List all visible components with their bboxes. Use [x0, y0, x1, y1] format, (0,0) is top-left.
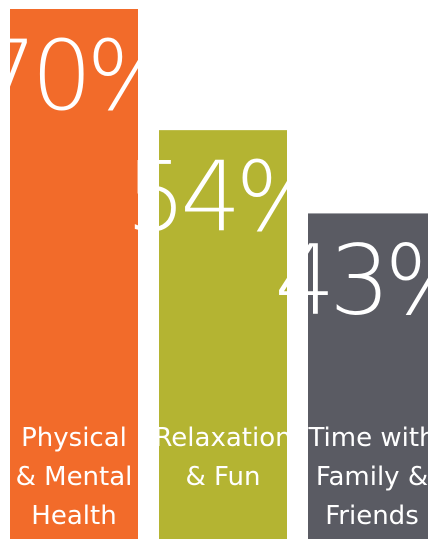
category-label-2-line-2: Friends — [325, 501, 419, 531]
bar-1 — [159, 130, 287, 539]
bar-value-label-1: 54% — [125, 141, 320, 253]
category-label-1-line-0: Relaxation — [154, 423, 291, 453]
category-label-2-line-0: Time with — [307, 423, 428, 453]
category-label-0-line-0: Physical — [21, 423, 127, 453]
category-label-1-line-1: & Fun — [185, 462, 260, 492]
category-label-2-line-1: Family & — [316, 462, 428, 492]
category-label-0-line-2: Health — [31, 501, 116, 531]
bar-value-label-0: 70% — [0, 20, 172, 132]
bar-0 — [10, 9, 138, 539]
bar-value-label-2: 43% — [274, 224, 428, 336]
category-label-0-line-1: & Mental — [16, 462, 133, 492]
bar-2 — [308, 213, 428, 539]
